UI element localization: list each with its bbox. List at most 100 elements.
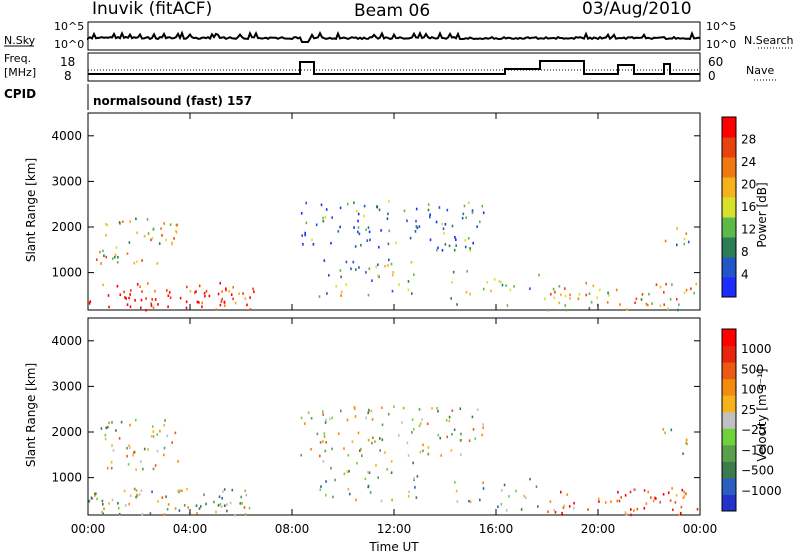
velocity-echo-cell xyxy=(471,415,474,419)
power-echo-cell xyxy=(367,293,370,297)
velocity-echo-cell xyxy=(368,471,371,475)
power-echo-cell xyxy=(651,302,653,305)
velocity-echo-cell xyxy=(322,410,324,413)
power-echo-cell xyxy=(173,237,175,240)
power-echo-cell xyxy=(547,308,549,312)
velocity-echo-cell xyxy=(222,490,224,493)
power-echo-cell xyxy=(683,242,686,246)
power-echo-cell xyxy=(354,245,357,248)
velocity-echo-cell xyxy=(650,496,652,499)
velocity-echo-cell xyxy=(346,470,349,474)
velocity-echo-cell xyxy=(220,505,223,508)
velocity-echo-cell xyxy=(655,497,657,500)
power-echo-cell xyxy=(140,306,142,310)
power-echo-cell xyxy=(465,290,468,294)
velocity-echo-cell xyxy=(304,422,306,425)
velocity-echo-cell xyxy=(166,434,168,438)
velocity-echo-cell xyxy=(685,492,687,495)
power-echo-cell xyxy=(116,261,119,264)
power-echo-cell xyxy=(169,223,172,226)
velocity-y-axis-label: Slant Range [km] xyxy=(24,363,38,467)
velocity-echo-cell xyxy=(479,498,481,502)
velocity-echo-cell xyxy=(451,409,454,412)
power-colorbar-swatch xyxy=(722,237,736,258)
velocity-echo-cell xyxy=(141,512,144,516)
velocity-echo-cell xyxy=(138,493,141,496)
velocity-echo-cell xyxy=(118,437,121,440)
freq-tick-bottom: 8 xyxy=(64,69,72,83)
velocity-echo-cell xyxy=(323,432,326,435)
power-echo-cell xyxy=(390,262,393,266)
velocity-echo-cell xyxy=(682,452,684,455)
power-echo-cell xyxy=(388,258,390,262)
power-echo-cell xyxy=(368,230,371,234)
velocity-echo-cell xyxy=(234,513,236,517)
velocity-echo-cell xyxy=(437,409,439,413)
velocity-echo-cell xyxy=(359,449,361,452)
velocity-echo-cell xyxy=(515,489,517,493)
power-echo-cell xyxy=(136,283,139,286)
velocity-echo-cell xyxy=(332,495,334,499)
power-colorbar-swatch xyxy=(722,177,736,198)
velocity-echo-cell xyxy=(456,500,459,503)
power-echo-cell xyxy=(232,297,234,301)
velocity-echo-cell xyxy=(367,411,369,415)
power-echo-cell xyxy=(388,229,391,233)
power-echo-cell xyxy=(687,240,690,244)
velocity-echo-cell xyxy=(446,435,448,439)
velocity-echo-cell xyxy=(167,503,170,506)
power-colorbar-swatch xyxy=(722,117,736,138)
velocity-echo-cell xyxy=(643,489,646,492)
power-echo-cell xyxy=(118,221,121,224)
freq-series-line xyxy=(88,60,700,75)
power-echo-cell xyxy=(151,298,153,301)
velocity-echo-cell xyxy=(625,513,628,516)
power-echo-cell xyxy=(377,274,379,278)
power-echo-cell xyxy=(468,201,470,205)
velocity-echo-cell xyxy=(645,502,648,505)
power-y-axis-label: Slant Range [km] xyxy=(24,158,38,262)
power-echo-cell xyxy=(647,303,649,307)
velocity-echo-cell xyxy=(379,437,381,440)
velocity-echo-cell xyxy=(416,475,419,478)
velocity-echo-cell xyxy=(323,435,326,438)
velocity-echo-cell xyxy=(364,477,367,481)
power-echo-cell xyxy=(667,307,669,311)
velocity-echo-cell xyxy=(95,492,97,496)
power-echo-cell xyxy=(322,219,325,223)
power-echo-cell xyxy=(186,285,188,289)
velocity-echo-cell xyxy=(500,503,503,506)
power-echo-cell xyxy=(246,303,248,307)
velocity-echo-cell xyxy=(174,507,177,510)
velocity-echo-cell xyxy=(369,491,372,494)
velocity-echo-cell xyxy=(472,428,475,431)
velocity-echo-cell xyxy=(346,418,349,422)
velocity-echo-cell xyxy=(566,493,569,496)
velocity-echo-cell xyxy=(451,433,453,436)
velocity-echo-cell xyxy=(349,492,351,496)
power-echo-cell xyxy=(128,241,131,244)
velocity-echo-cell xyxy=(136,494,139,497)
velocity-echo-cell xyxy=(560,490,562,494)
velocity-echo-cell xyxy=(469,500,472,503)
velocity-echo-cell xyxy=(353,406,356,409)
x-tick-label: 08:00 xyxy=(275,522,310,536)
velocity-colorbar-swatch xyxy=(722,378,736,396)
power-echo-cell xyxy=(89,300,92,303)
power-echo-cell xyxy=(146,218,149,221)
power-echo-cell xyxy=(395,241,397,245)
power-echo-cell xyxy=(124,296,126,299)
power-echo-cell xyxy=(230,293,233,296)
velocity-echo-cell xyxy=(307,411,310,415)
power-echo-cell xyxy=(167,294,170,297)
velocity-echo-cell xyxy=(183,504,186,507)
velocity-echo-cell xyxy=(696,508,699,511)
power-echo-cell xyxy=(538,273,540,277)
velocity-echo-cell xyxy=(198,507,201,510)
velocity-echo-cell xyxy=(685,438,688,442)
power-echo-cell xyxy=(558,301,561,305)
power-echo-cell xyxy=(322,216,324,220)
power-echo-cell xyxy=(215,308,218,311)
power-echo-cell xyxy=(225,288,227,292)
velocity-echo-cell xyxy=(529,477,531,481)
